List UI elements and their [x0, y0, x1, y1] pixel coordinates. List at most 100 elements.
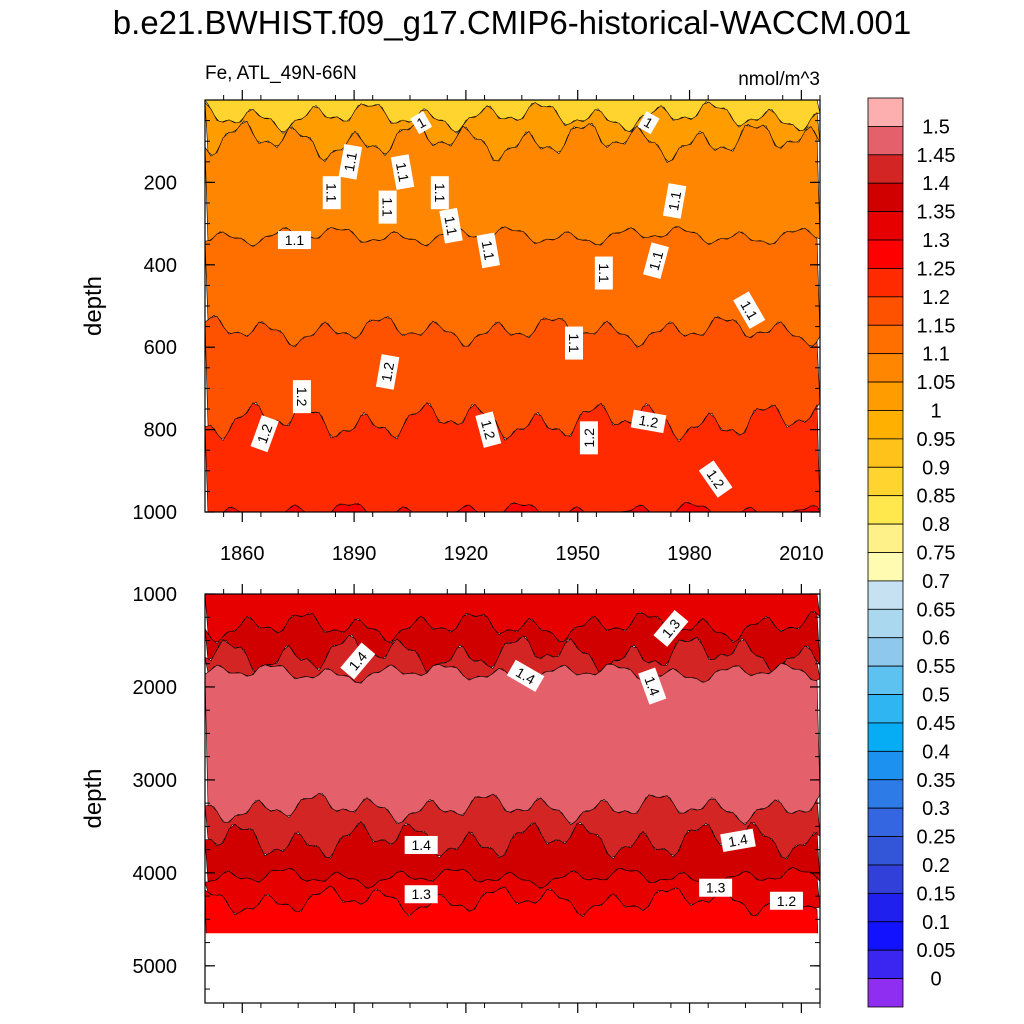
x-tick-label: 1980 [667, 543, 712, 565]
contour-label-text: 1.1 [341, 151, 360, 173]
y-tick-label: 200 [144, 172, 177, 194]
contour-label-text: 1.1 [441, 215, 460, 237]
contour-label-box [630, 409, 667, 434]
y-tick-label: 3000 [133, 770, 178, 792]
contour-label: 1.1 [594, 256, 613, 290]
y-tick-label: 400 [144, 255, 177, 277]
colorbar-label: 0.4 [922, 741, 950, 763]
colorbar-box [867, 637, 904, 667]
colorbar-box [867, 978, 904, 1008]
colorbar-label: 1.5 [922, 116, 950, 138]
contour-label-box [375, 354, 400, 390]
colorbar-label: 0.2 [922, 855, 950, 877]
contour-label-text: 1.2 [294, 387, 310, 407]
contour-fill [205, 100, 820, 512]
x-tick-label: 1920 [444, 543, 489, 565]
x-tick-label: 1950 [555, 543, 600, 565]
colorbar-label: 0.25 [917, 827, 956, 849]
contour-band [205, 662, 820, 825]
contour-label: 1.4 [638, 667, 667, 705]
contour-label-text: 1.2 [254, 422, 276, 446]
colorbar-box [867, 466, 904, 497]
contour-label: 1.1 [378, 190, 397, 224]
chart-title: b.e21.BWHIST.f09_g17.CMIP6-historical-WA… [112, 4, 912, 41]
contour-label: 1.1 [277, 231, 311, 250]
colorbar: 1.5 1.45 1.4 1.35 1.3 1.25 1.2 1.15 1.1 1.05 1 0.95… [867, 97, 956, 1008]
contour-label-text: 1.1 [646, 249, 667, 272]
contour-label-box [322, 176, 341, 210]
colorbar-label: 0.7 [922, 571, 950, 593]
contour-label-text: 1.1 [285, 232, 305, 248]
contour-label-box [638, 667, 667, 705]
contour-label: 1.3 [699, 878, 733, 897]
contour-label-text: 1.2 [581, 428, 597, 448]
colorbar-box [867, 807, 904, 837]
colorbar-box [867, 779, 904, 809]
contour-label: 1.1 [439, 207, 463, 244]
colorbar-label: 0.3 [922, 798, 950, 820]
colorbar-box [867, 552, 904, 582]
colorbar-label: 1.45 [917, 145, 956, 167]
colorbar-box [867, 864, 904, 894]
y-tick-label: 5000 [133, 956, 178, 978]
contour-label-box [579, 421, 598, 455]
contour-label-box [594, 256, 613, 290]
units-label: nmol/m^3 [738, 69, 820, 90]
contour-label-box [390, 154, 415, 190]
contour-label: 1.1 [662, 183, 687, 219]
contour-band [205, 885, 819, 934]
contour-label-box [404, 885, 438, 904]
contour-label: 1.4 [720, 828, 756, 853]
contour-label-text: 1.2 [378, 361, 397, 383]
contour-label-box [643, 242, 669, 279]
colorbar-box [867, 438, 904, 468]
colorbar-box [867, 949, 904, 979]
y-axis-label: depth [80, 276, 107, 336]
y-tick-label: 4000 [133, 863, 178, 885]
contour-label-box [404, 835, 438, 854]
colorbar-label: 1 [930, 400, 941, 422]
contour-label-box [378, 190, 397, 224]
contour-label-text: 1.4 [411, 837, 431, 853]
contour-label: 1 [410, 111, 433, 135]
colorbar-box [867, 694, 904, 724]
colorbar-box [867, 126, 904, 156]
colorbar-label: 0.5 [922, 685, 950, 707]
colorbar-label: 0.55 [917, 656, 956, 678]
x-tick-label: 1860 [220, 543, 265, 565]
contour-label: 1.2 [375, 354, 400, 390]
contour-label: 1.1 [338, 143, 363, 180]
contour-label-text: 1.3 [411, 886, 431, 902]
contour-label: 1.1 [430, 176, 449, 210]
panel-frame [204, 593, 821, 1004]
colorbar-box [867, 580, 904, 610]
contour-label-text: 1.1 [380, 197, 396, 217]
y-tick-label: 600 [144, 337, 177, 359]
contour-label-box [277, 231, 311, 250]
contour-label: 1.1 [476, 232, 501, 269]
colorbar-label: 0 [930, 969, 941, 991]
colorbar-label: 0.85 [917, 486, 956, 508]
x-axis: 1860 1890 1920 1950 1980 2010 [220, 543, 824, 565]
contour-fill [205, 594, 820, 934]
colorbar-label: 1.05 [917, 372, 956, 394]
contour-label: 1.4 [404, 835, 438, 854]
y-tick-label: 1000 [133, 502, 178, 524]
contour-label-box [662, 183, 687, 219]
contour-label-text: 1.2 [638, 412, 660, 431]
contour-label-text: 1.1 [432, 183, 448, 203]
contour-label: 1.1 [322, 176, 341, 210]
contour-label-box [506, 659, 545, 692]
contour-label: 1.2 [250, 415, 279, 453]
contour-label: 1.2 [579, 421, 598, 455]
contour-label-box [410, 111, 433, 135]
colorbar-box [867, 268, 904, 298]
contour-label: 1.3 [404, 885, 438, 904]
colorbar-label: 0.45 [917, 713, 956, 735]
y-tick-label: 2000 [133, 677, 178, 699]
contour-label: 1.2 [630, 409, 667, 434]
contour-label: 1.2 [475, 411, 502, 448]
x-tick-label: 1890 [332, 543, 377, 565]
